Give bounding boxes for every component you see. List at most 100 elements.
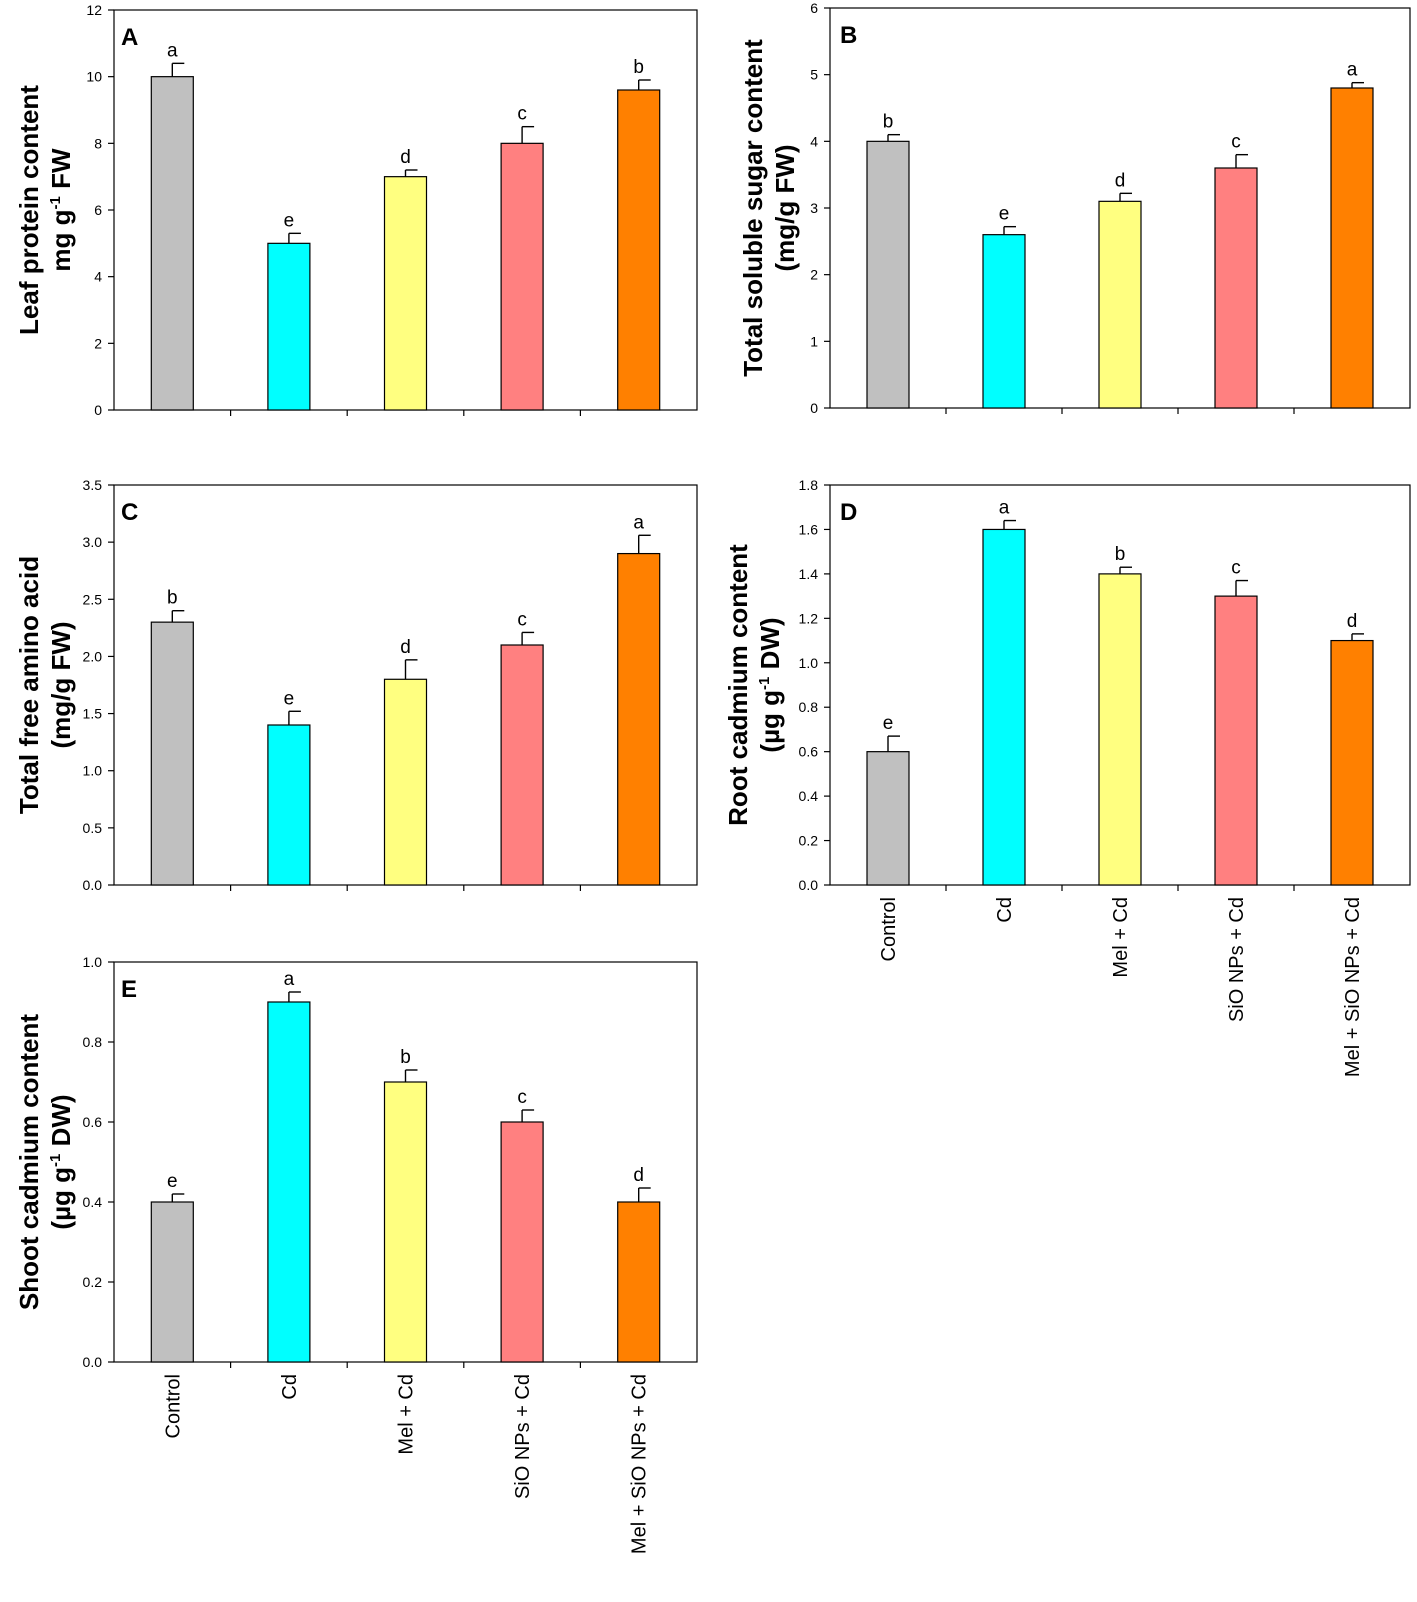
y-tick-label: 4 <box>810 133 818 149</box>
y-tick-label: 0.8 <box>83 1034 103 1050</box>
y-axis-label: (µg g-1 DW) <box>755 617 785 752</box>
significance-letter: b <box>883 112 894 133</box>
y-axis-label: (mg/g FW) <box>770 144 800 271</box>
y-axis-label: (mg/g FW) <box>46 621 76 748</box>
y-tick-label: 2.0 <box>83 648 103 664</box>
y-tick-label: 6 <box>94 202 102 218</box>
significance-letter: c <box>1231 558 1241 579</box>
y-tick-label: 0 <box>94 402 102 418</box>
bar-3 <box>1098 200 1142 409</box>
category-label: Mel + SiO NPs + Cd <box>1342 897 1364 1077</box>
bar-4 <box>500 142 544 411</box>
significance-letter: b <box>633 57 644 78</box>
significance-letter: b <box>1115 544 1126 565</box>
bar-5 <box>1330 87 1374 409</box>
y-tick-label: 1.0 <box>799 655 819 671</box>
significance-letter: e <box>883 713 894 734</box>
significance-letter: c <box>1231 132 1241 153</box>
y-tick-label: 0.5 <box>83 820 103 836</box>
bar-3 <box>383 1081 428 1363</box>
bar-5 <box>617 89 661 411</box>
y-tick-label: 1 <box>810 333 818 349</box>
bar-3 <box>1098 573 1142 886</box>
bar-4 <box>500 644 544 886</box>
y-tick-label: 0 <box>810 400 818 416</box>
significance-letter: d <box>400 637 411 658</box>
y-tick-label: 0.8 <box>799 699 819 715</box>
y-tick-label: 3.0 <box>83 534 103 550</box>
y-axis-label: Total free amino acid <box>14 556 44 814</box>
panel-letter: A <box>121 24 138 51</box>
bar-2 <box>267 724 311 886</box>
y-tick-label: 5 <box>810 67 818 83</box>
y-tick-label: 0.2 <box>83 1274 103 1290</box>
bar-1 <box>150 621 194 886</box>
y-tick-label: 0.0 <box>799 877 819 893</box>
y-tick-label: 4 <box>94 269 102 285</box>
y-axis-label: Root cadmium content <box>723 544 753 826</box>
category-label: Mel + Cd <box>396 1374 418 1455</box>
significance-letter: c <box>517 609 527 630</box>
y-tick-label: 0.6 <box>83 1114 103 1130</box>
y-tick-label: 6 <box>810 0 818 16</box>
y-tick-label: 1.6 <box>799 521 819 537</box>
y-axis-label: Total soluble sugar content <box>738 39 768 377</box>
y-tick-label: 2 <box>810 267 818 283</box>
significance-letter: e <box>999 204 1010 225</box>
significance-letter: b <box>400 1047 411 1068</box>
chart-panel-e: 0.0 0.2 0.4 0.6 0.8 1.0 e a b c d Control Cd Mel + Cd… <box>14 954 698 1554</box>
y-tick-label: 0.2 <box>799 833 819 849</box>
significance-letter: d <box>400 147 411 168</box>
y-tick-label: 8 <box>94 135 102 151</box>
panel-letter: D <box>840 499 857 526</box>
y-axis-label: Shoot cadmium content <box>14 1014 44 1310</box>
y-axis-label: Leaf protein content <box>14 85 44 335</box>
y-tick-label: 1.4 <box>799 566 819 582</box>
significance-letter: d <box>1347 611 1358 632</box>
y-tick-label: 1.0 <box>83 954 103 970</box>
bar-1 <box>866 140 910 409</box>
bar-2 <box>267 1001 311 1363</box>
category-label: Mel + SiO NPs + Cd <box>629 1374 651 1554</box>
bar-5 <box>617 1201 661 1363</box>
significance-letter: a <box>284 969 295 990</box>
category-label: Mel + Cd <box>1110 897 1132 978</box>
significance-letter: a <box>1347 60 1358 81</box>
bar-2 <box>982 528 1026 886</box>
category-label: Control <box>162 1374 184 1438</box>
significance-letter: d <box>1115 170 1126 191</box>
significance-letter: c <box>517 1087 527 1108</box>
significance-letter: c <box>517 104 527 125</box>
bar-2 <box>267 242 311 411</box>
significance-letter: a <box>633 512 644 533</box>
bar-5 <box>1330 639 1374 886</box>
significance-letter: b <box>167 588 178 609</box>
bar-1 <box>150 1201 194 1363</box>
chart-panel-a: 0 2 4 6 8 10 12 a e d c b A Leaf protein content mg g-… <box>14 2 698 418</box>
y-tick-label: 2 <box>94 335 102 351</box>
y-tick-label: 2.5 <box>83 591 103 607</box>
bar-3 <box>383 176 428 411</box>
bar-2 <box>982 234 1026 409</box>
panel-letter: B <box>840 22 857 49</box>
y-tick-label: 1.8 <box>799 477 819 493</box>
category-label: SiO NPs + Cd <box>1226 897 1248 1022</box>
bar-4 <box>500 1121 544 1363</box>
y-tick-label: 0.0 <box>83 877 103 893</box>
y-axis-label: mg g-1 FW <box>46 148 76 272</box>
y-axis-label: (µg g-1 DW) <box>46 1094 76 1229</box>
category-label: Control <box>878 897 900 961</box>
chart-panel-d: 0.0 0.2 0.4 0.6 0.8 1.0 1.2 1.4 1.6 1.8 e a b c d Contr… <box>723 477 1411 1077</box>
y-tick-label: 0.4 <box>799 788 819 804</box>
bar-1 <box>150 76 194 411</box>
significance-letter: e <box>284 210 295 231</box>
y-tick-label: 1.0 <box>83 763 103 779</box>
bar-4 <box>1214 595 1258 886</box>
significance-letter: e <box>284 688 295 709</box>
y-tick-label: 0.6 <box>799 744 819 760</box>
bar-1 <box>866 751 910 886</box>
y-tick-label: 3 <box>810 200 818 216</box>
y-tick-label: 10 <box>86 69 102 85</box>
y-tick-label: 12 <box>86 2 102 18</box>
